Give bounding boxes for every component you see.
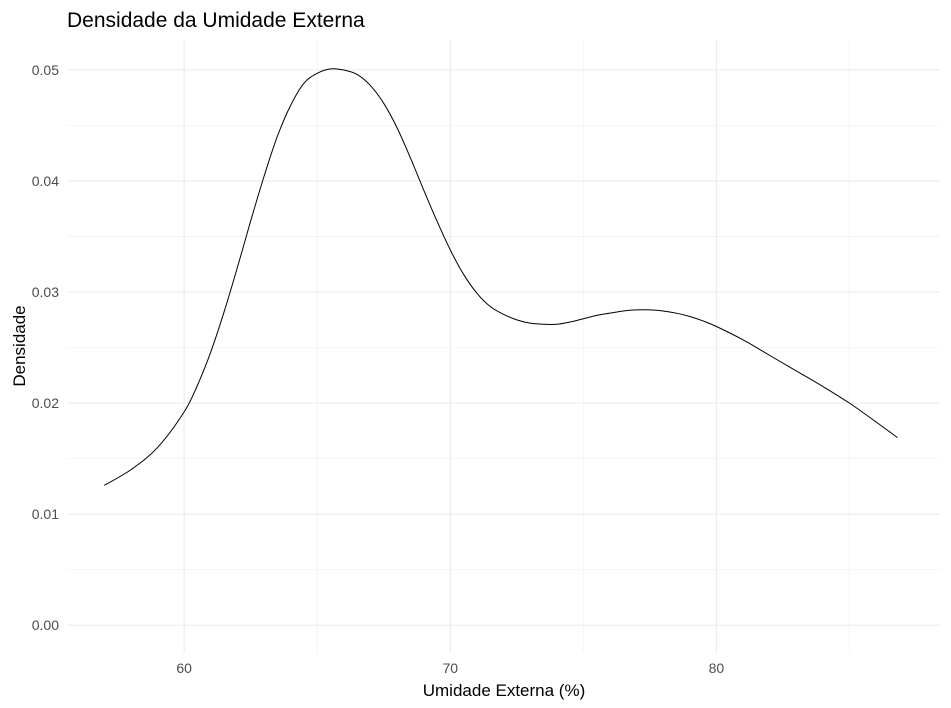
y-axis-tick-labels: 0.00 0.01 0.02 0.03 0.04 0.05 [32, 62, 59, 633]
y-tick-label: 0.00 [32, 617, 59, 633]
y-tick-label: 0.02 [32, 395, 59, 411]
x-axis-tick-labels: 60 70 80 [176, 660, 724, 676]
major-gridlines [67, 40, 940, 653]
x-tick-label: 60 [176, 660, 192, 676]
y-tick-label: 0.01 [32, 506, 59, 522]
density-curve [104, 68, 898, 486]
y-tick-label: 0.04 [32, 173, 59, 189]
y-axis-title: Densidade [10, 305, 29, 386]
chart-title: Densidade da Umidade Externa [67, 9, 365, 32]
x-tick-label: 80 [709, 660, 725, 676]
minor-gridlines [67, 40, 940, 653]
y-tick-label: 0.05 [32, 62, 59, 78]
y-tick-label: 0.03 [32, 284, 59, 300]
x-tick-label: 70 [442, 660, 458, 676]
x-axis-title: Umidade Externa (%) [423, 681, 586, 700]
